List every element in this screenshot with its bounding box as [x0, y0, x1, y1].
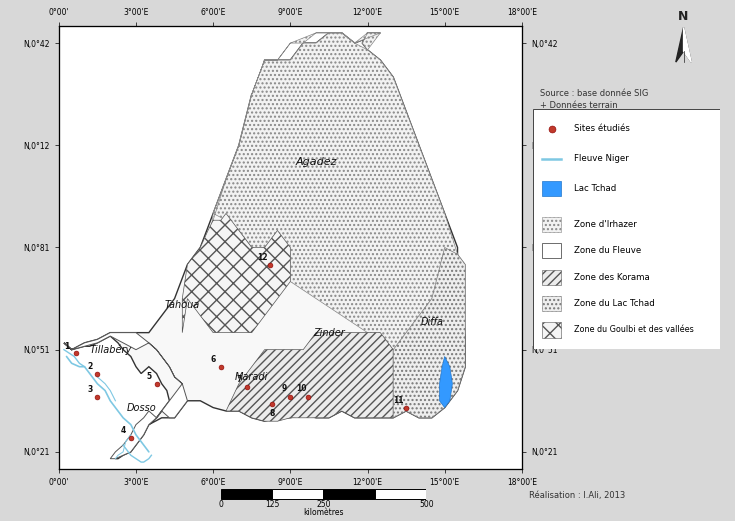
- Text: 250: 250: [316, 500, 331, 509]
- Bar: [542, 243, 561, 258]
- Text: Maradi: Maradi: [235, 372, 268, 382]
- Text: 11: 11: [393, 395, 404, 405]
- Text: N: N: [678, 10, 689, 23]
- Text: Réalisation : I.Ali, 2013: Réalisation : I.Ali, 2013: [529, 491, 625, 500]
- Polygon shape: [200, 33, 465, 391]
- Bar: [375, 489, 426, 499]
- Text: 10: 10: [297, 384, 307, 393]
- Text: Sites étudiés: Sites étudiés: [574, 124, 630, 133]
- Bar: [542, 269, 561, 285]
- Text: Lac Tchad: Lac Tchad: [574, 184, 617, 193]
- Polygon shape: [676, 28, 691, 62]
- Polygon shape: [393, 247, 465, 418]
- Text: 0: 0: [218, 500, 223, 509]
- Bar: [542, 296, 561, 311]
- Text: 4: 4: [121, 426, 126, 435]
- Polygon shape: [440, 356, 452, 407]
- Text: Tahoua: Tahoua: [165, 301, 200, 311]
- Bar: [323, 489, 375, 499]
- Polygon shape: [684, 28, 691, 62]
- Text: 3: 3: [87, 386, 93, 394]
- Text: Tillabéry: Tillabéry: [89, 344, 132, 355]
- Text: Agadez: Agadez: [295, 157, 337, 167]
- Text: Zone du Lac Tchad: Zone du Lac Tchad: [574, 299, 655, 308]
- Text: Zone du Goulbi et des vallées: Zone du Goulbi et des vallées: [574, 326, 694, 334]
- Text: kilomètres: kilomètres: [303, 508, 344, 517]
- Bar: [542, 217, 561, 232]
- Text: 500: 500: [419, 500, 434, 509]
- FancyBboxPatch shape: [533, 109, 720, 349]
- Polygon shape: [182, 214, 290, 332]
- Text: 5: 5: [146, 372, 151, 381]
- Polygon shape: [64, 33, 465, 458]
- Bar: [542, 322, 561, 338]
- Bar: [542, 181, 561, 196]
- Text: 9: 9: [282, 384, 287, 393]
- Text: Zinder: Zinder: [313, 328, 345, 338]
- Text: Dosso: Dosso: [126, 403, 156, 413]
- Text: Zone d'Irhazer: Zone d'Irhazer: [574, 220, 637, 229]
- Text: 1: 1: [64, 342, 69, 351]
- Text: Diffa: Diffa: [420, 317, 443, 327]
- Text: Source : base donnée SIG
+ Données terrain: Source : base donnée SIG + Données terra…: [540, 89, 648, 110]
- Polygon shape: [226, 332, 393, 421]
- Text: 12: 12: [257, 253, 268, 262]
- Text: 2: 2: [87, 362, 93, 370]
- Text: Zone des Korama: Zone des Korama: [574, 272, 650, 282]
- Bar: [220, 489, 272, 499]
- Text: 8: 8: [270, 409, 275, 418]
- Text: Fleuve Niger: Fleuve Niger: [574, 154, 629, 163]
- Bar: [272, 489, 323, 499]
- Text: 7: 7: [236, 375, 242, 384]
- Text: 6: 6: [210, 355, 216, 364]
- Polygon shape: [64, 332, 187, 458]
- Text: 125: 125: [265, 500, 279, 509]
- Text: Zone du Fleuve: Zone du Fleuve: [574, 246, 642, 255]
